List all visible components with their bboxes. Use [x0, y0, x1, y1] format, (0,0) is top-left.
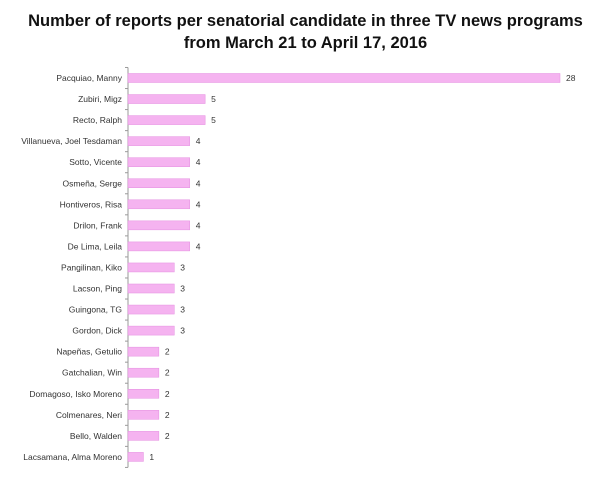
category-label: Napeñas, Getulio [56, 347, 122, 357]
value-label: 4 [196, 199, 201, 209]
value-label: 2 [165, 347, 170, 357]
bar [127, 346, 160, 357]
chart-title-line1: Number of reports per senatorial candida… [28, 12, 583, 30]
bar [127, 262, 175, 273]
bar [127, 199, 190, 210]
value-label: 4 [196, 136, 201, 146]
value-label: 28 [566, 73, 576, 83]
bar [127, 94, 206, 104]
value-label: 2 [165, 410, 170, 420]
value-label: 3 [180, 326, 185, 336]
bar [127, 241, 190, 252]
value-label: 5 [211, 115, 216, 125]
bar [127, 115, 206, 125]
category-label: Zubiri, Migz [78, 94, 122, 104]
bar [127, 220, 190, 231]
category-label: Drilon, Frank [73, 220, 122, 230]
bar [127, 304, 175, 315]
value-label: 3 [180, 284, 185, 294]
value-label: 2 [165, 431, 170, 441]
value-label: 4 [196, 241, 201, 251]
category-label: Domagoso, Isko Moreno [29, 389, 122, 399]
bar [127, 367, 160, 378]
category-label: Sotto, Vicente [69, 157, 122, 167]
value-label: 4 [196, 220, 201, 230]
bar [127, 136, 190, 146]
category-label: Recto, Ralph [73, 115, 122, 125]
value-label: 3 [180, 262, 185, 272]
chart-title-line2: from March 21 to April 17, 2016 [183, 34, 428, 52]
bar [127, 178, 190, 188]
category-label: Lacson, Ping [73, 284, 122, 294]
value-label: 5 [211, 94, 216, 104]
category-label: De Lima, Leila [68, 241, 123, 251]
chart-title: Number of reports per senatorial candida… [0, 10, 611, 54]
value-label: 2 [165, 368, 170, 378]
category-label: Osmeña, Serge [62, 178, 122, 188]
category-label: Villanueva, Joel Tesdaman [21, 136, 122, 146]
category-label: Colmenares, Neri [56, 410, 122, 420]
category-label: Hontiveros, Risa [60, 199, 123, 209]
bar [127, 410, 160, 420]
bar [127, 452, 144, 462]
bar [127, 73, 561, 83]
value-label: 2 [165, 389, 170, 399]
category-label: Bello, Walden [70, 431, 122, 441]
category-label: Pacquiao, Manny [56, 73, 122, 83]
bar [127, 431, 160, 441]
bar [127, 157, 190, 167]
value-label: 3 [180, 305, 185, 315]
bar [127, 325, 175, 336]
value-label: 1 [149, 452, 154, 462]
category-label: Pangilinan, Kiko [61, 262, 122, 272]
value-label: 4 [196, 157, 201, 167]
bar [127, 283, 175, 294]
category-label: Gatchalian, Win [62, 368, 122, 378]
bar [127, 389, 160, 399]
category-label: Gordon, Dick [72, 326, 122, 336]
category-label: Lacsamana, Alma Moreno [23, 452, 122, 462]
category-label: Guingona, TG [69, 305, 122, 315]
value-label: 4 [196, 178, 201, 188]
